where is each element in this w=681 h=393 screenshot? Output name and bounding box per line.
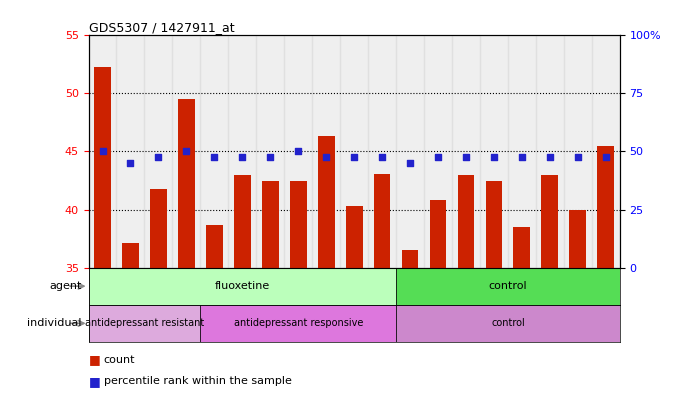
Bar — [452, 35, 480, 268]
Point — [181, 148, 192, 154]
Bar — [122, 243, 139, 268]
Bar — [200, 35, 228, 268]
FancyBboxPatch shape — [396, 305, 620, 342]
Text: antidepressant resistant: antidepressant resistant — [85, 318, 204, 328]
Text: control: control — [491, 318, 525, 328]
Bar — [424, 35, 452, 268]
Text: agent: agent — [49, 281, 82, 291]
Point — [265, 154, 276, 160]
Bar — [480, 35, 508, 268]
FancyBboxPatch shape — [89, 268, 396, 305]
Point — [516, 154, 527, 160]
Point — [321, 154, 332, 160]
Bar — [116, 35, 144, 268]
Point — [209, 154, 220, 160]
Bar — [592, 35, 620, 268]
Bar — [513, 227, 530, 268]
Point — [153, 154, 164, 160]
Bar — [536, 35, 564, 268]
Point — [432, 154, 443, 160]
Bar — [284, 35, 312, 268]
Bar — [564, 35, 592, 268]
Bar — [458, 175, 475, 268]
Bar — [94, 67, 111, 268]
Point — [544, 154, 555, 160]
Bar — [89, 35, 116, 268]
Bar — [172, 35, 200, 268]
Bar — [597, 146, 614, 268]
Bar — [144, 35, 172, 268]
Bar — [290, 180, 306, 268]
Bar — [569, 209, 586, 268]
Bar — [346, 206, 362, 268]
Point — [293, 148, 304, 154]
Bar — [318, 136, 334, 268]
Bar — [396, 35, 424, 268]
Bar — [178, 99, 195, 268]
Point — [125, 160, 136, 166]
Bar — [228, 35, 256, 268]
Bar — [541, 175, 558, 268]
Bar — [312, 35, 340, 268]
FancyBboxPatch shape — [200, 305, 396, 342]
Point — [572, 154, 583, 160]
Point — [405, 160, 415, 166]
Bar — [234, 175, 251, 268]
Bar — [486, 180, 503, 268]
Text: ■: ■ — [89, 353, 100, 366]
Bar — [340, 35, 368, 268]
Point — [97, 148, 108, 154]
Text: antidepressant responsive: antidepressant responsive — [234, 318, 363, 328]
Bar — [256, 35, 284, 268]
FancyBboxPatch shape — [396, 268, 620, 305]
Text: GDS5307 / 1427911_at: GDS5307 / 1427911_at — [89, 21, 234, 34]
Bar — [374, 174, 390, 268]
Bar — [262, 180, 279, 268]
Bar — [430, 200, 446, 268]
Point — [237, 154, 248, 160]
Point — [460, 154, 471, 160]
Bar — [508, 35, 536, 268]
FancyBboxPatch shape — [89, 305, 200, 342]
Point — [488, 154, 499, 160]
Bar — [368, 35, 396, 268]
Text: percentile rank within the sample: percentile rank within the sample — [104, 376, 291, 386]
Text: count: count — [104, 354, 135, 365]
Text: control: control — [488, 281, 527, 291]
Point — [600, 154, 611, 160]
Point — [349, 154, 360, 160]
Bar — [206, 225, 223, 268]
Text: fluoxetine: fluoxetine — [215, 281, 270, 291]
Bar — [150, 189, 167, 268]
Point — [377, 154, 387, 160]
Text: ■: ■ — [89, 375, 100, 388]
Text: individual: individual — [27, 318, 82, 328]
Bar — [402, 250, 418, 268]
